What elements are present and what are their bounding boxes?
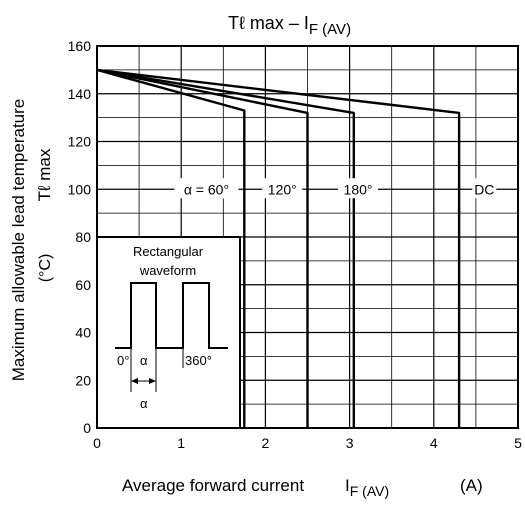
inset-label-alpha-bottom: α (140, 396, 148, 411)
series-label: DC (474, 181, 494, 197)
series-label-bg (338, 178, 379, 199)
series-line (96, 68, 461, 428)
x-tick-label: 5 (514, 435, 522, 451)
series-label-bg (472, 178, 497, 199)
x-axis-label: Average forward current IF (AV) (A) (122, 476, 483, 500)
inset-waveform: Rectangular waveform 0° α 360° α (96, 236, 241, 429)
series-label-bg (174, 178, 239, 199)
y-axis-label-line1: Maximum allowable lead temperature (9, 99, 28, 382)
inset-label-alpha: α (140, 353, 148, 368)
x-axis-label-symbol: I (345, 476, 350, 495)
chart-title-main: Tℓ max – I (228, 13, 309, 33)
y-tick-label: 20 (75, 372, 91, 388)
y-tick-label: 160 (68, 38, 92, 54)
inset-title-line2: waveform (139, 263, 196, 278)
x-tick-label: 0 (93, 435, 101, 451)
y-tick-label: 100 (68, 181, 92, 197)
inset-label-360: 360° (185, 353, 212, 368)
series-label-bg (262, 178, 303, 199)
inset-waveform-line (115, 282, 228, 349)
inset-arrow-head-left (131, 378, 138, 384)
inset-frame (96, 236, 241, 429)
x-tick-label: 2 (262, 435, 270, 451)
y-axis-label-unit: (°C) (37, 254, 54, 283)
x-tick-label: 3 (346, 435, 354, 451)
series-label: 180° (344, 181, 373, 197)
x-axis-label-unit: (A) (460, 476, 483, 495)
y-axis-label-line2: Tℓ max (35, 148, 54, 201)
inset-title-line1: Rectangular (133, 244, 204, 259)
series-label: α = 60° (184, 181, 229, 197)
y-tick-label: 40 (75, 325, 91, 341)
tick-labels: 0 1 2 3 4 5 0 20 40 60 80 100 120 140 160 (68, 38, 522, 451)
chart-title-sub: F (AV) (309, 21, 351, 38)
x-axis-label-sub: F (AV) (350, 483, 389, 499)
chart-title: Tℓ max – IF (AV) (228, 13, 351, 38)
y-tick-label: 80 (75, 229, 91, 245)
series-line (96, 68, 309, 428)
y-tick-label: 140 (68, 86, 92, 102)
series (96, 68, 461, 428)
series-label: 120° (268, 181, 297, 197)
series-line (96, 68, 246, 428)
series-line (96, 68, 355, 428)
series-labels: α = 60° 120° 180° DC (174, 178, 497, 199)
y-tick-label: 60 (75, 277, 91, 293)
x-axis-label-main: Average forward current (122, 476, 304, 495)
inset-label-zero: 0° (117, 353, 129, 368)
y-tick-label: 0 (83, 420, 91, 436)
x-tick-label: 1 (177, 435, 185, 451)
inset-arrow-head-right (149, 378, 156, 384)
y-tick-label: 120 (68, 134, 92, 150)
x-tick-label: 4 (430, 435, 438, 451)
